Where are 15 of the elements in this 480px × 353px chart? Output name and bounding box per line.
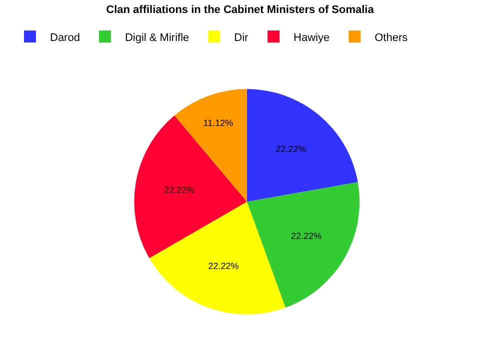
pie-slice (149, 202, 286, 314)
pie-slice (246, 89, 358, 202)
legend-label: Digil & Mirifle (124, 32, 190, 44)
data-label: 22.22% (208, 261, 239, 272)
data-label: 22.22% (276, 144, 306, 154)
data-label: 11.12% (203, 118, 234, 128)
legend-label: Darod (50, 32, 80, 44)
data-label: 22.22% (291, 231, 322, 242)
legend-label: Dir (234, 32, 249, 44)
legend-label: Hawiye (294, 32, 330, 44)
pie-slice (246, 182, 360, 308)
data-label: 22.22% (164, 184, 195, 195)
pie-slice (134, 115, 247, 258)
legend-label: Others (374, 32, 408, 44)
chart-title: Clan affiliations in the Cabinet Ministers of Somalia (106, 4, 375, 16)
